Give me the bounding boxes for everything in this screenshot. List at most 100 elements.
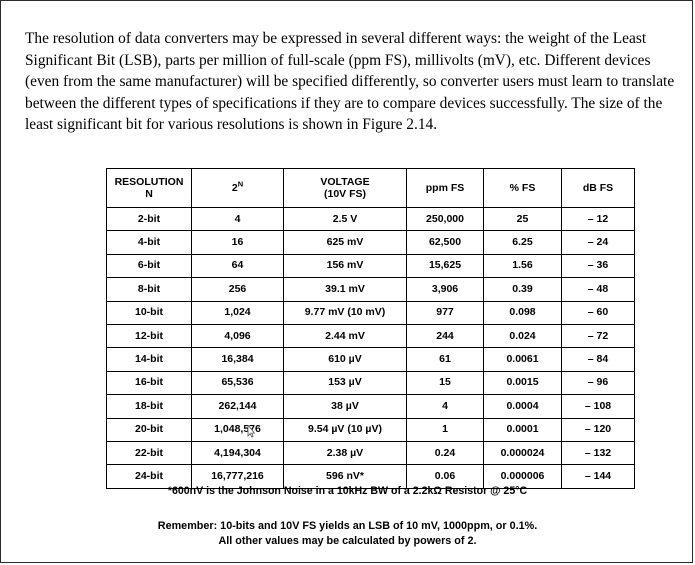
cell-db-fs: – 24 [561, 230, 635, 255]
cell-percent-fs: 0.0015 [483, 370, 562, 396]
cell-resolution: 22-bit [106, 440, 192, 466]
table-row: 10-bit 1,024 9.77 mV (10 mV) 977 0.098– 60 [106, 300, 635, 325]
cell-power-of-two: 4 [191, 206, 284, 232]
cell-power-of-two: 64 [191, 253, 284, 279]
table-row: 2-bit 4 2.5 V 250,000 25– 12 [106, 206, 635, 232]
cell-voltage: 9.77 mV (10 mV) [283, 300, 407, 325]
cell-power-of-two: 16,777,216 [191, 464, 284, 489]
cell-db-fs: – 60 [561, 300, 635, 325]
cell-resolution: 24-bit [106, 464, 192, 489]
cell-power-of-two: 4,194,304 [191, 440, 284, 466]
table-header: RESOLUTION N 2N VOLTAGE (10V FS) ppm FS … [106, 168, 635, 208]
cell-resolution: 4-bit [106, 230, 192, 255]
cell-power-of-two: 262,144 [191, 394, 284, 419]
cell-ppm-fs: 61 [406, 347, 484, 372]
table-row: 16-bit 65,536 153 µV 15 0.0015– 96 [106, 370, 635, 396]
column-header-voltage-line2: (10V FS) [323, 188, 366, 200]
cell-voltage: 2.38 µV [283, 440, 407, 466]
column-header-percent-fs: % FS [483, 168, 562, 208]
cell-db-fs: – 132 [561, 440, 635, 466]
cell-db-fs: – 84 [561, 347, 635, 372]
table-row: 22-bit 4,194,304 2.38 µV 0.24 0.000024– 132 [106, 440, 635, 466]
resolution-table: RESOLUTION N 2N VOLTAGE (10V FS) ppm FS … [106, 168, 635, 489]
cell-resolution: 18-bit [106, 394, 192, 419]
cell-db-fs: – 12 [561, 206, 635, 232]
cell-ppm-fs: 244 [406, 323, 484, 349]
cell-percent-fs: 1.56 [483, 253, 562, 279]
table-row: 14-bit 16,384 610 µV 61 0.0061– 84 [106, 347, 635, 372]
cell-ppm-fs: 62,500 [406, 230, 484, 255]
cell-db-fs: – 48 [561, 277, 635, 302]
cell-ppm-fs: 15,625 [406, 253, 484, 279]
cell-resolution: 8-bit [106, 277, 192, 302]
table-row: 18-bit 262,144 38 µV 4 0.0004– 108 [106, 394, 635, 419]
cell-ppm-fs: 15 [406, 370, 484, 396]
intro-paragraph: The resolution of data converters may be… [25, 30, 675, 134]
cell-voltage: 625 mV [283, 230, 407, 255]
cell-percent-fs: 0.39 [483, 277, 562, 302]
cell-percent-fs: 25 [483, 206, 562, 232]
table-row: 4-bit 16 625 mV 62,500 6.25– 24 [106, 230, 635, 255]
table-row: 8-bit 256 39.1 mV 3,906 0.39– 48 [106, 277, 635, 302]
cell-power-of-two: 65,536 [191, 370, 284, 396]
table-row: 12-bit 4,096 2.44 mV 244 0.024– 72 [106, 323, 635, 349]
cell-resolution: 2-bit [106, 206, 192, 232]
cell-power-of-two: 4,096 [191, 323, 284, 349]
column-header-resolution: RESOLUTION N [106, 168, 192, 208]
cell-percent-fs: 0.098 [483, 300, 562, 325]
cell-resolution: 6-bit [106, 253, 192, 279]
cell-voltage: 610 µV [283, 347, 407, 372]
column-header-ppm-fs: ppm FS [406, 168, 484, 208]
cell-power-of-two: 256 [191, 277, 284, 302]
cell-voltage: 2.5 V [283, 206, 407, 232]
cell-voltage: 2.44 mV [283, 323, 407, 349]
column-header-resolution-line2: N [145, 188, 153, 200]
cell-voltage: 596 nV* [283, 464, 407, 489]
remember-note-line2: All other values may be calculated by po… [218, 535, 477, 547]
cell-ppm-fs: 3,906 [406, 277, 484, 302]
cell-percent-fs: 0.000024 [483, 440, 562, 466]
cell-resolution: 12-bit [106, 323, 192, 349]
cell-voltage: 38 µV [283, 394, 407, 419]
cell-db-fs: – 72 [561, 323, 635, 349]
cell-percent-fs: 0.0001 [483, 417, 562, 442]
cell-ppm-fs: 0.24 [406, 440, 484, 466]
cell-voltage: 9.54 µV (10 µV) [283, 417, 407, 442]
cell-resolution: 20-bit [106, 417, 192, 442]
table-header-row: RESOLUTION N 2N VOLTAGE (10V FS) ppm FS … [106, 168, 635, 208]
cell-ppm-fs: 4 [406, 394, 484, 419]
cell-db-fs: – 108 [561, 394, 635, 419]
cell-ppm-fs: 0.06 [406, 464, 484, 489]
cell-db-fs: – 144 [561, 464, 635, 489]
cell-db-fs: – 36 [561, 253, 635, 279]
cell-db-fs: – 120 [561, 417, 635, 442]
cell-ppm-fs: 1 [406, 417, 484, 442]
cell-ppm-fs: 977 [406, 300, 484, 325]
cell-percent-fs: 0.000006 [483, 464, 562, 489]
cell-db-fs: – 96 [561, 370, 635, 396]
cell-resolution: 14-bit [106, 347, 192, 372]
cell-percent-fs: 0.024 [483, 323, 562, 349]
cell-resolution: 16-bit [106, 370, 192, 396]
column-header-voltage-line1: VOLTAGE [320, 176, 370, 188]
column-header-voltage: VOLTAGE (10V FS) [283, 168, 407, 208]
cell-percent-fs: 6.25 [483, 230, 562, 255]
cell-voltage: 156 mV [283, 253, 407, 279]
cell-resolution: 10-bit [106, 300, 192, 325]
cell-percent-fs: 0.0004 [483, 394, 562, 419]
cell-power-of-two: 1,048,576 [191, 417, 284, 442]
cell-power-of-two: 16,384 [191, 347, 284, 372]
resolution-table-container: RESOLUTION N 2N VOLTAGE (10V FS) ppm FS … [106, 168, 635, 489]
column-header-db-fs: dB FS [561, 168, 635, 208]
cell-power-of-two: 1,024 [191, 300, 284, 325]
table-row: 6-bit 64 156 mV 15,625 1.56– 36 [106, 253, 635, 279]
column-header-power-base: 2 [231, 182, 238, 194]
table-row: 20-bit 1,048,576 9.54 µV (10 µV) 1 0.0001– 1… [106, 417, 635, 442]
column-header-resolution-line1: RESOLUTION [114, 176, 184, 188]
remember-note-line1: Remember: 10-bits and 10V FS yields an L… [157, 520, 538, 532]
table-row: 24-bit 16,777,216 596 nV* 0.06 0.000006– 144 [106, 464, 635, 489]
cell-percent-fs: 0.0061 [483, 347, 562, 372]
johnson-noise-footnote: *600nV is the Johnson Noise in a 10kHz B… [167, 485, 528, 497]
column-header-power-of-two: 2N [191, 168, 284, 208]
